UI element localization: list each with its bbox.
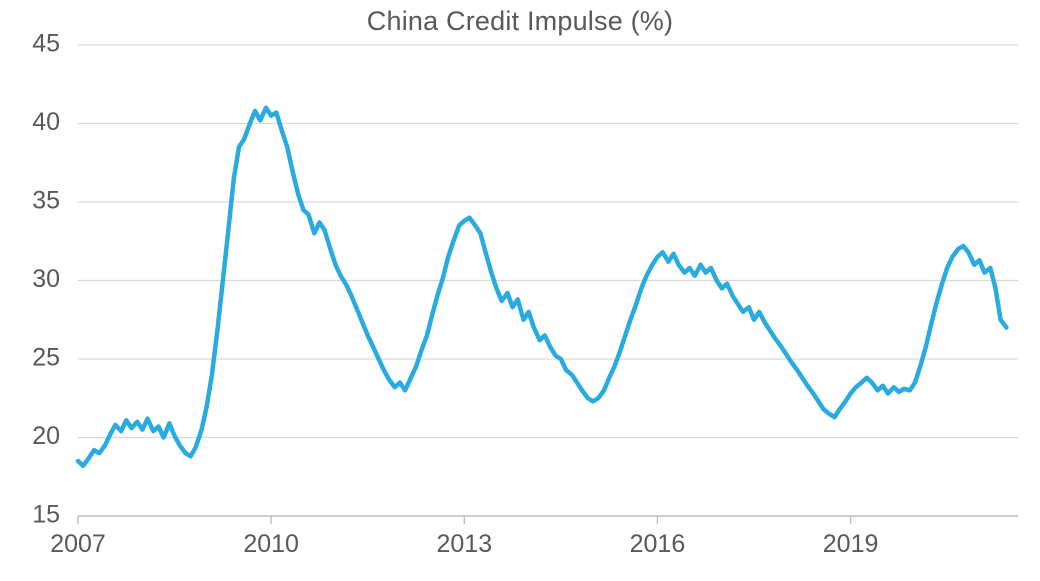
svg-text:2016: 2016 [630,530,686,558]
chart-canvas: 1520253035404520072010201320162019 [0,0,1040,581]
svg-text:2013: 2013 [436,530,492,558]
svg-text:15: 15 [32,501,60,529]
svg-text:2010: 2010 [243,530,299,558]
svg-text:30: 30 [32,265,60,293]
svg-text:2019: 2019 [823,530,879,558]
line-chart: China Credit Impulse (%) 152025303540452… [0,0,1040,581]
chart-title: China Credit Impulse (%) [0,6,1040,37]
svg-text:40: 40 [32,108,60,136]
svg-text:35: 35 [32,187,60,215]
svg-text:2007: 2007 [50,530,106,558]
svg-text:25: 25 [32,344,60,372]
svg-text:20: 20 [32,422,60,450]
